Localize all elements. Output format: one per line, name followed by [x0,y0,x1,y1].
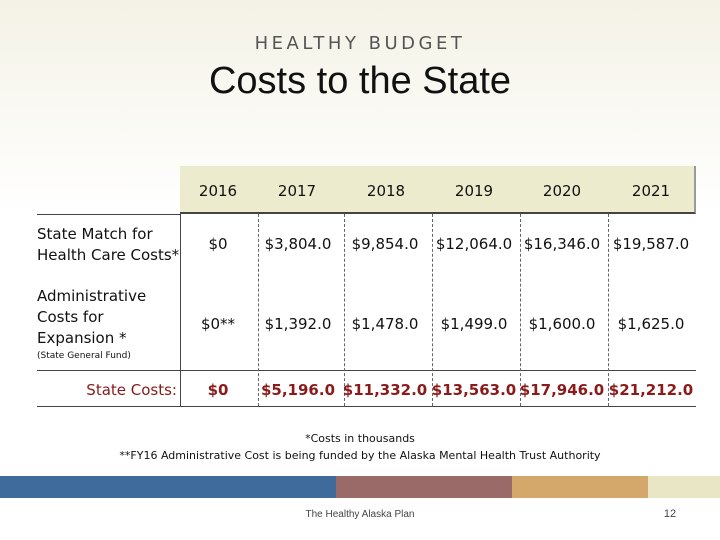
row-divider-top [37,214,180,215]
row-label-line: Expansion * [37,329,127,347]
row-label-line: Costs for [37,308,104,326]
cell-total-2017: $5,196.0 [260,381,336,399]
column-separator [344,214,345,406]
cell-admin-2016: $0** [200,315,236,333]
footnote-thousands: *Costs in thousands [305,432,415,445]
year-header-2020: 2020 [542,182,582,200]
year-header-2019: 2019 [454,182,494,200]
cell-total-2021: $21,212.0 [608,381,694,399]
column-separator [258,214,259,406]
cell-state-match-2021: $19,587.0 [612,235,690,253]
cell-total-2016: $0 [207,381,229,399]
cell-state-match-2016: $0 [208,235,228,253]
footer-bar-tan [512,476,648,498]
row-label-line: State Match for [37,225,153,243]
page-number: 12 [663,508,677,520]
row-label-admin-costs: Administrative Costs for Expansion * [37,286,146,349]
row-label-line: Health Care Costs* [37,246,180,264]
table-left-edge [180,214,181,406]
footer-text: The Healthy Alaska Plan [305,509,415,520]
footer-bar-mauve [336,476,512,498]
slide-kicker: HEALTHY BUDGET [254,33,466,54]
cell-total-2020: $17,946.0 [519,381,605,399]
cell-admin-2017: $1,392.0 [264,315,332,333]
cell-total-2018: $11,332.0 [342,381,428,399]
footnotes: *Costs in thousands **FY16 Administrativ… [0,430,720,464]
cell-admin-2021: $1,625.0 [617,315,685,333]
row-label-state-match: State Match for Health Care Costs* [37,224,179,266]
cell-state-match-2017: $3,804.0 [264,235,332,253]
year-header-band [180,166,696,214]
row-divider-total [37,370,696,371]
cell-total-2019: $13,563.0 [431,381,517,399]
cell-admin-2018: $1,478.0 [351,315,419,333]
footer-bar-blue [0,476,336,498]
row-sublabel-general-fund: (State General Fund) [37,351,131,361]
year-header-2018: 2018 [366,182,406,200]
year-header-2016: 2016 [198,182,238,200]
total-label: State Costs: [86,381,177,399]
row-label-line: Administrative [37,287,147,305]
column-separator [520,214,521,406]
cell-state-match-2018: $9,854.0 [351,235,419,253]
year-header-2021: 2021 [631,182,671,200]
cell-admin-2019: $1,499.0 [440,315,508,333]
footnote-fy16: **FY16 Administrative Cost is being fund… [119,449,601,462]
cell-admin-2020: $1,600.0 [528,315,596,333]
slide-title: Costs to the State [208,60,512,102]
year-header-2017: 2017 [277,182,317,200]
footer-bar-cream [648,476,720,498]
column-separator [432,214,433,406]
cell-state-match-2020: $16,346.0 [523,235,601,253]
column-separator [608,214,609,406]
cell-state-match-2019: $12,064.0 [435,235,513,253]
row-divider-bottom [37,406,696,407]
